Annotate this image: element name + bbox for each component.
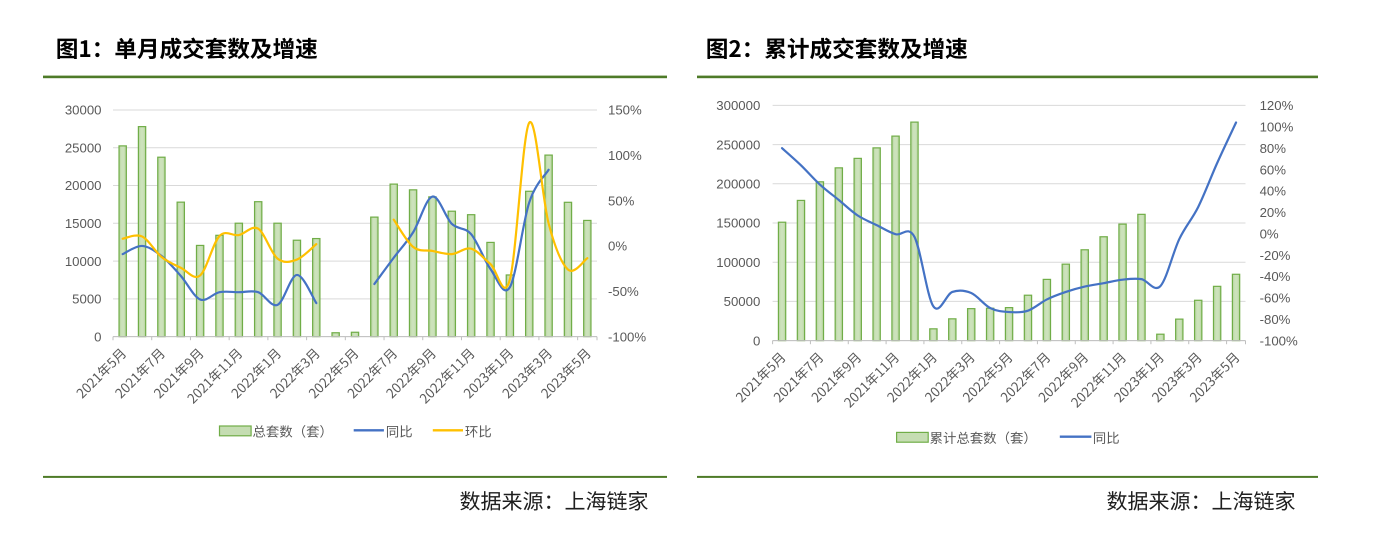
svg-text:-100%: -100% [1260, 333, 1298, 348]
svg-text:30000: 30000 [65, 103, 102, 118]
svg-text:15000: 15000 [65, 216, 102, 231]
svg-text:5000: 5000 [72, 292, 101, 307]
svg-text:-20%: -20% [1260, 248, 1291, 263]
svg-text:100000: 100000 [716, 255, 760, 270]
svg-text:0%: 0% [608, 239, 627, 254]
svg-text:100%: 100% [1260, 119, 1294, 134]
svg-text:-50%: -50% [608, 284, 639, 299]
svg-text:-40%: -40% [1260, 269, 1291, 284]
svg-text:150%: 150% [608, 103, 642, 118]
svg-text:150000: 150000 [716, 216, 760, 231]
svg-text:10000: 10000 [65, 254, 102, 269]
svg-text:20000: 20000 [65, 178, 102, 193]
svg-text:20%: 20% [1260, 205, 1287, 220]
svg-text:40%: 40% [1260, 184, 1287, 199]
svg-text:-60%: -60% [1260, 291, 1291, 306]
svg-text:300000: 300000 [716, 98, 760, 113]
svg-text:0%: 0% [1260, 226, 1279, 241]
svg-text:0: 0 [753, 333, 760, 348]
svg-text:100%: 100% [608, 148, 642, 163]
svg-text:80%: 80% [1260, 141, 1287, 156]
svg-text:120%: 120% [1260, 98, 1294, 113]
svg-text:250000: 250000 [716, 137, 760, 152]
svg-text:50%: 50% [608, 193, 635, 208]
svg-text:50000: 50000 [724, 294, 761, 309]
svg-text:-100%: -100% [608, 329, 646, 344]
svg-text:0: 0 [94, 329, 101, 344]
svg-text:-80%: -80% [1260, 312, 1291, 327]
svg-text:25000: 25000 [65, 140, 102, 155]
svg-text:200000: 200000 [716, 177, 760, 192]
svg-text:60%: 60% [1260, 162, 1287, 177]
